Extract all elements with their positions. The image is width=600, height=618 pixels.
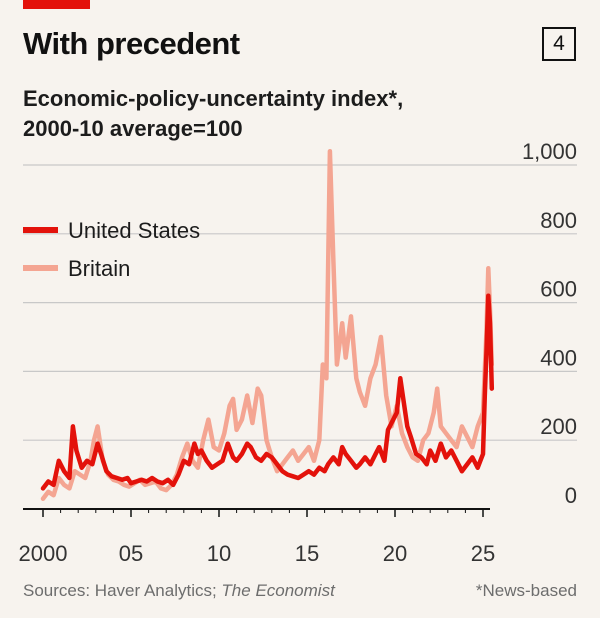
x-tick-label-2025: 25	[471, 541, 495, 566]
grid-layer	[23, 164, 577, 441]
chart-title: With precedent	[23, 26, 240, 61]
x-tick-label-2020: 20	[383, 541, 407, 566]
legend-label-britain: Britain	[68, 256, 130, 281]
subtitle-line-2: 2000-10 average=100	[23, 116, 243, 141]
y-tick-label-1000: 1,000	[522, 139, 577, 164]
chart-number-badge: 4	[542, 27, 576, 61]
y-tick-label-800: 800	[540, 208, 577, 233]
x-tick-label-2000: 2000	[19, 541, 68, 566]
y-tick-label-200: 200	[540, 414, 577, 439]
x-tick-label-2005: 05	[119, 541, 143, 566]
legend-label-united-states: United States	[68, 218, 200, 243]
y-tick-label-600: 600	[540, 277, 577, 302]
chart-subtitle: Economic-policy-uncertainty index*, 2000…	[23, 84, 403, 144]
axis-layer: 0 200 400 600 800 1,000 2000 05 10 15 20 25	[19, 139, 577, 566]
footnote: *News-based	[475, 581, 577, 600]
y-tick-label-400: 400	[540, 345, 577, 370]
series-line-united-states	[40, 293, 495, 491]
legend: United States Britain	[23, 218, 200, 281]
sources-note: Sources: Haver Analytics; The Economist	[23, 581, 335, 601]
sources-prefix: Sources: Haver Analytics;	[23, 581, 222, 600]
brand-tag	[23, 0, 90, 9]
x-tick-label-2015: 15	[295, 541, 319, 566]
sources-publication: The Economist	[221, 581, 335, 600]
subtitle-line-1: Economic-policy-uncertainty index*,	[23, 86, 404, 111]
x-tick-label-2010: 10	[207, 541, 231, 566]
series-line-britain	[40, 148, 495, 501]
series-layer	[40, 148, 495, 501]
y-tick-label-0: 0	[565, 483, 577, 508]
